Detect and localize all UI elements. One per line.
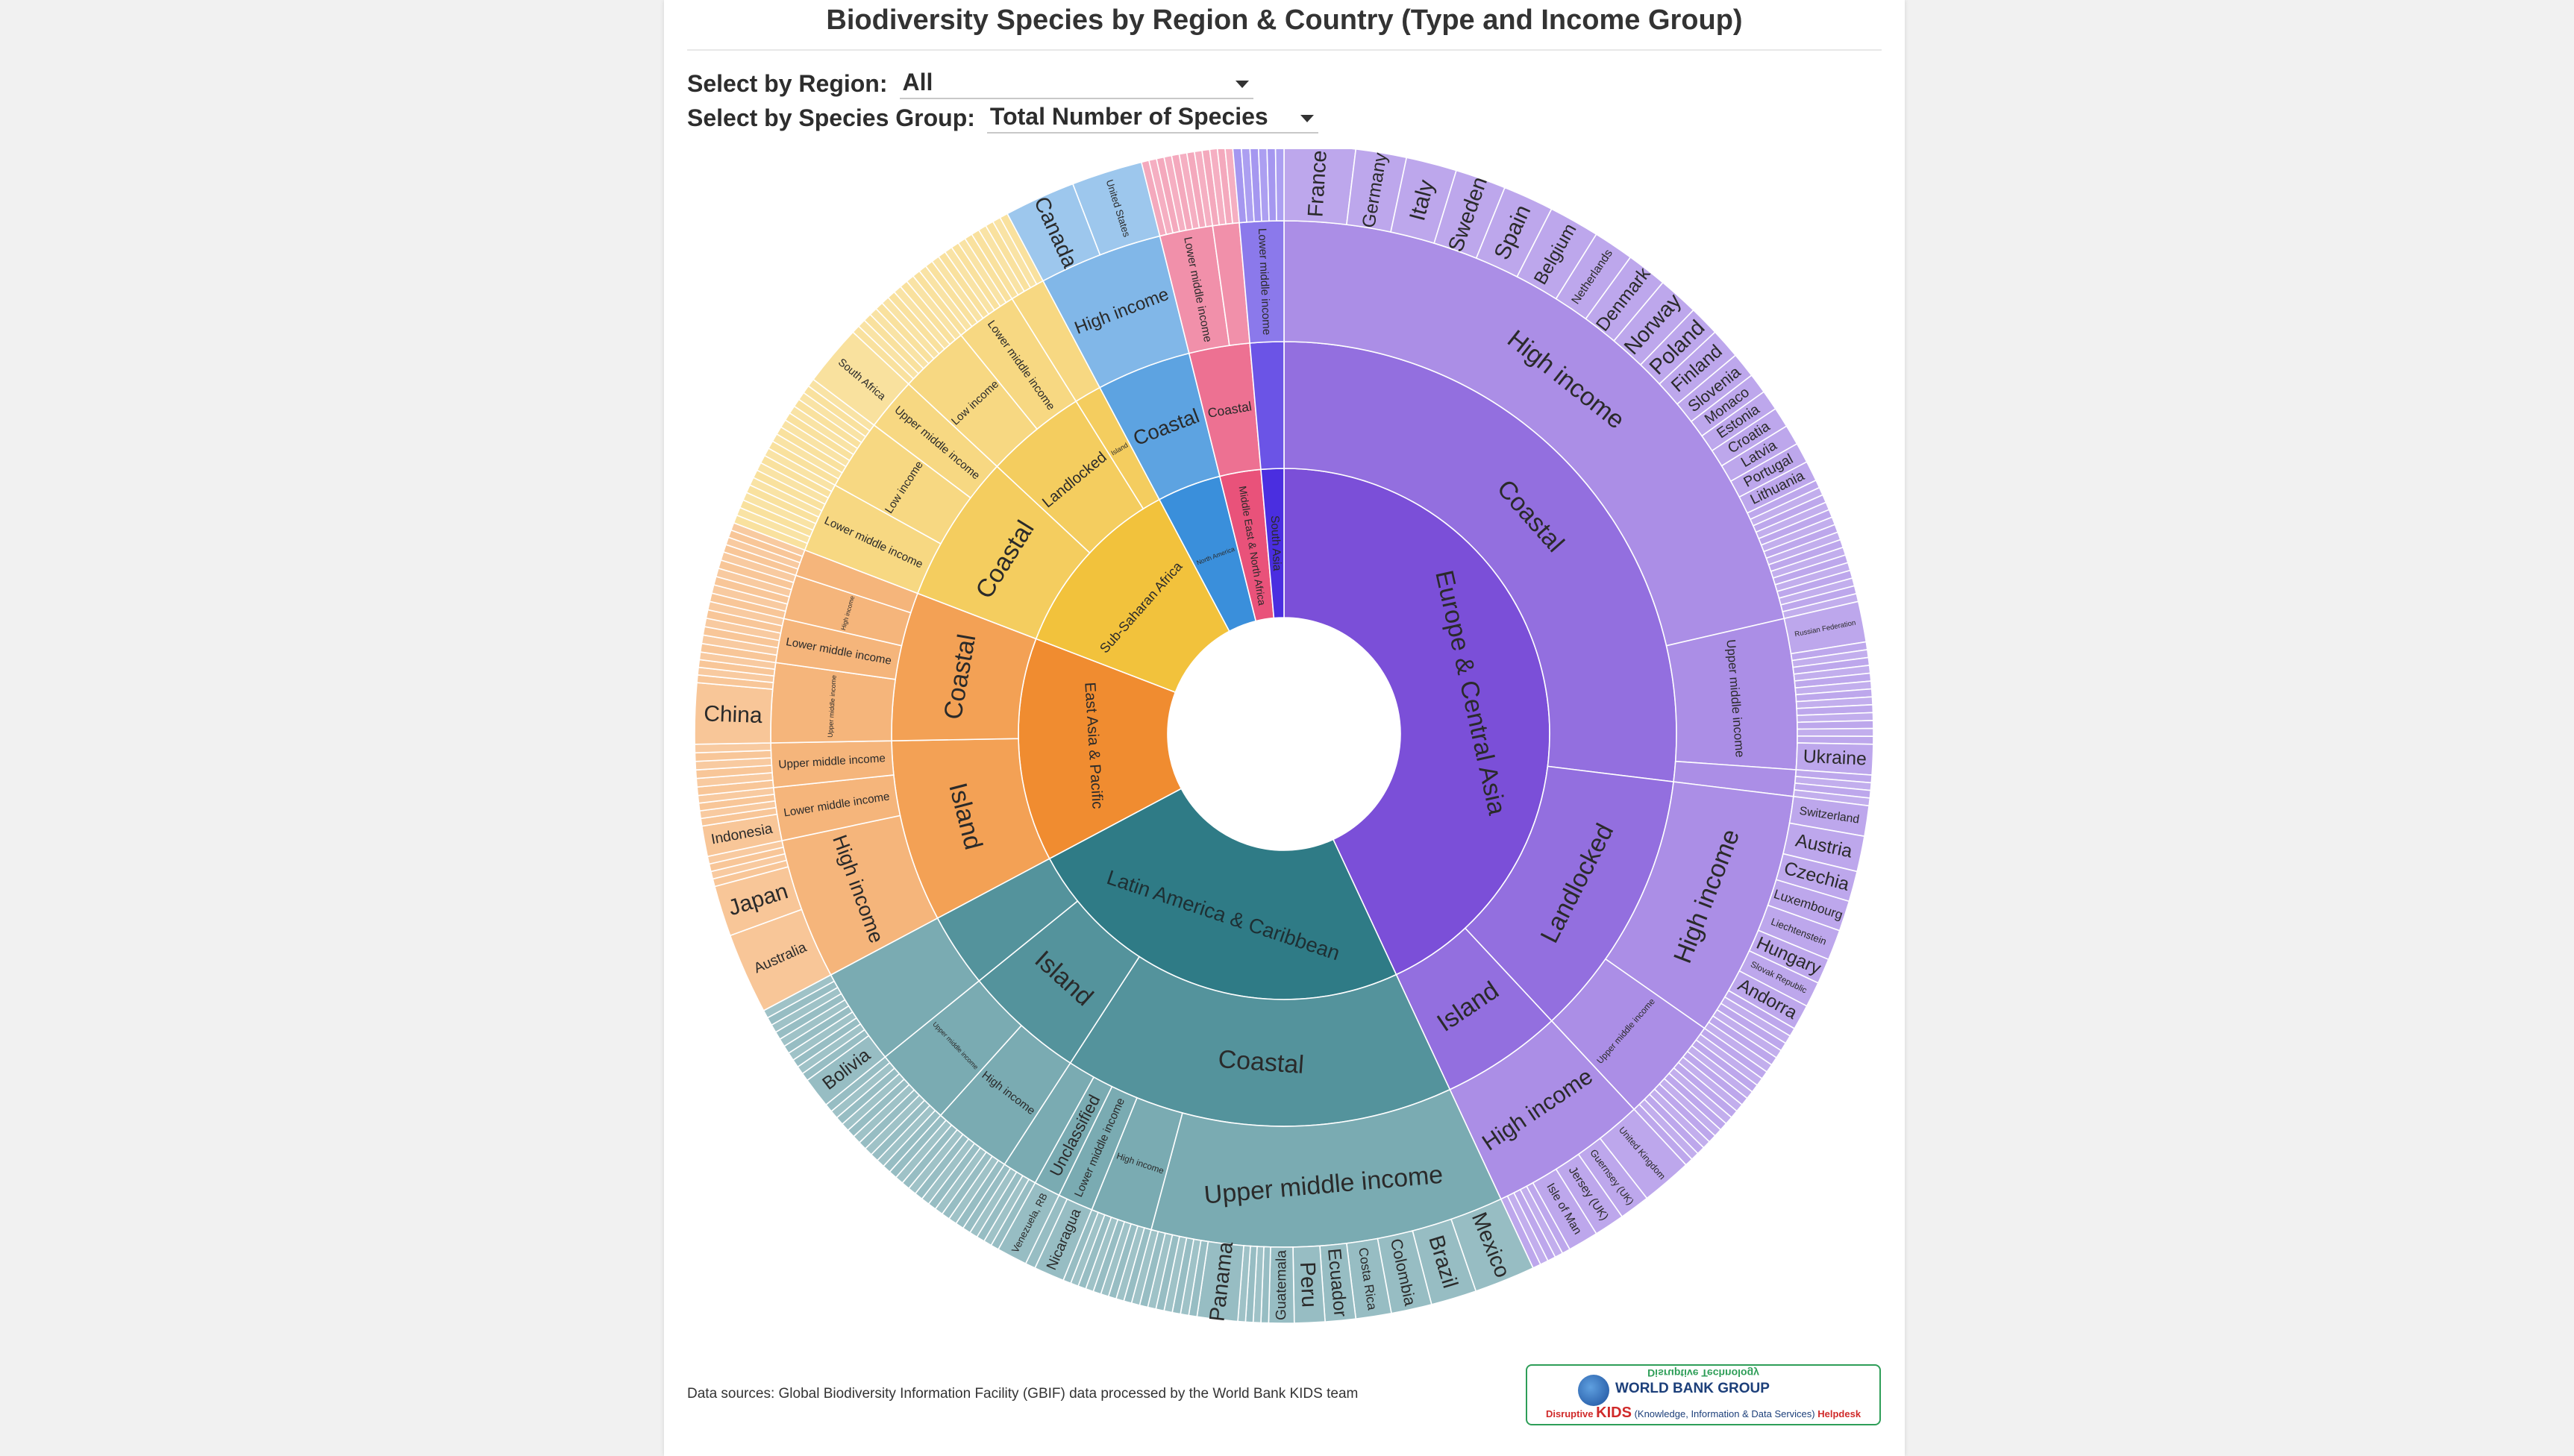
- sunburst-label-guatemala: Guatemala: [1274, 1250, 1289, 1320]
- sunburst-label-south-asia: South Asia: [1268, 515, 1283, 572]
- species-dropdown[interactable]: Total Number of Species: [986, 103, 1318, 134]
- sunburst-label-france: France: [1303, 150, 1331, 218]
- region-filter: Select by Region: All: [687, 69, 1253, 99]
- logo-kids-line: Disruptive KIDS (Knowledge, Information …: [1527, 1405, 1879, 1422]
- logo-org-name: WORLD BANK GROUP: [1615, 1381, 1770, 1396]
- sunburst-label-south-asia-unlabeled-lower-middle-income: Lower middle income: [1256, 228, 1273, 336]
- sunburst-center: [1168, 618, 1400, 850]
- logo-mid: (Knowledge, Information & Data Services): [1634, 1408, 1815, 1419]
- sunburst-label-latin-america-caribbean-coastal: Coastal: [1217, 1045, 1305, 1079]
- logo-tagline: Disruptive Technology: [1647, 1367, 1759, 1379]
- globe-icon: [1578, 1375, 1609, 1406]
- chevron-down-icon: [1235, 81, 1249, 88]
- logo-suffix: Helpdesk: [1817, 1408, 1861, 1419]
- chevron-down-icon: [1300, 115, 1314, 122]
- sunburst-segment-south-asia-country-sliver[interactable]: [1274, 149, 1285, 222]
- chart-title: Biodiversity Species by Region & Country…: [826, 4, 1743, 36]
- sunburst-segment-europe-central-asia-country-sliver[interactable]: [1797, 720, 1874, 730]
- world-bank-kids-logo: Disruptive Technology WORLD BANK GROUP D…: [1526, 1364, 1881, 1425]
- region-dropdown[interactable]: All: [899, 69, 1253, 99]
- species-filter-label: Select by Species Group:: [687, 104, 975, 131]
- sunburst-label-ukraine: Ukraine: [1803, 747, 1867, 770]
- dashboard-card: Biodiversity Species by Region & Country…: [664, 0, 1905, 1456]
- sunburst-label-china: China: [704, 701, 763, 728]
- region-filter-label: Select by Region:: [687, 70, 888, 97]
- data-source-note: Data sources: Global Biodiversity Inform…: [687, 1386, 1359, 1402]
- species-dropdown-value: Total Number of Species: [989, 103, 1268, 130]
- logo-prefix: Disruptive: [1545, 1408, 1594, 1419]
- sunburst-label-peru: Peru: [1295, 1261, 1321, 1308]
- sunburst-segment-europe-central-asia-country-sliver[interactable]: [1797, 727, 1874, 737]
- region-dropdown-value: All: [902, 69, 933, 95]
- title-divider: [687, 49, 1882, 51]
- species-filter: Select by Species Group: Total Number of…: [687, 103, 1318, 134]
- sunburst-chart: Europe & Central Asia Coastal High income F…: [664, 149, 1905, 1343]
- logo-kids: KIDS: [1596, 1405, 1632, 1421]
